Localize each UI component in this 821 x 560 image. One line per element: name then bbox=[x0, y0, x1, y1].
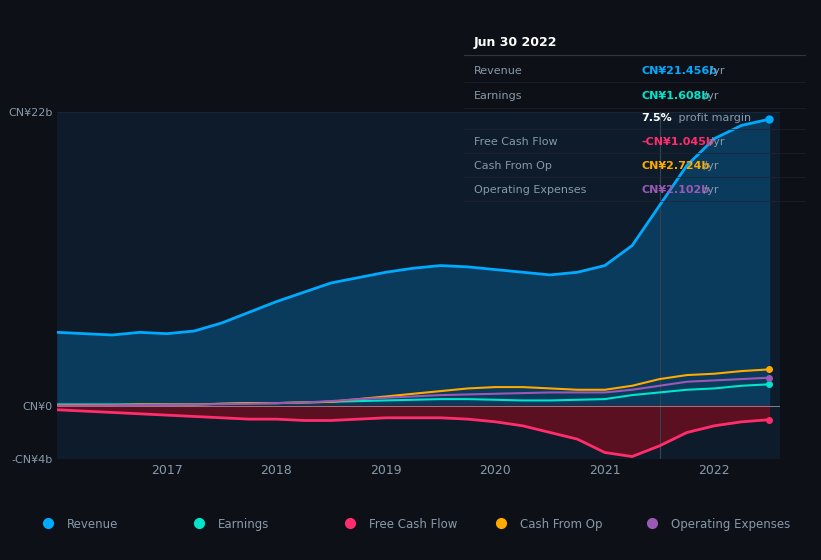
Text: Earnings: Earnings bbox=[474, 91, 523, 101]
Text: Free Cash Flow: Free Cash Flow bbox=[474, 137, 557, 147]
Text: CN¥21.456b: CN¥21.456b bbox=[641, 66, 718, 76]
Text: /yr: /yr bbox=[706, 66, 724, 76]
Text: CN¥1.608b: CN¥1.608b bbox=[641, 91, 709, 101]
Text: CN¥2.724b: CN¥2.724b bbox=[641, 161, 709, 171]
Text: Revenue: Revenue bbox=[67, 518, 118, 531]
Text: /yr: /yr bbox=[699, 161, 718, 171]
Text: Operating Expenses: Operating Expenses bbox=[671, 518, 791, 531]
Text: Revenue: Revenue bbox=[474, 66, 523, 76]
Text: Cash From Op: Cash From Op bbox=[520, 518, 603, 531]
Text: profit margin: profit margin bbox=[675, 113, 751, 123]
Text: Jun 30 2022: Jun 30 2022 bbox=[474, 36, 557, 49]
Text: Operating Expenses: Operating Expenses bbox=[474, 185, 586, 195]
Text: CN¥2.102b: CN¥2.102b bbox=[641, 185, 709, 195]
Text: Free Cash Flow: Free Cash Flow bbox=[369, 518, 457, 531]
Text: Earnings: Earnings bbox=[218, 518, 269, 531]
Text: /yr: /yr bbox=[699, 91, 718, 101]
Text: 7.5%: 7.5% bbox=[641, 113, 672, 123]
Text: -CN¥1.045b: -CN¥1.045b bbox=[641, 137, 713, 147]
Text: Cash From Op: Cash From Op bbox=[474, 161, 552, 171]
Text: /yr: /yr bbox=[699, 185, 718, 195]
Text: /yr: /yr bbox=[706, 137, 724, 147]
